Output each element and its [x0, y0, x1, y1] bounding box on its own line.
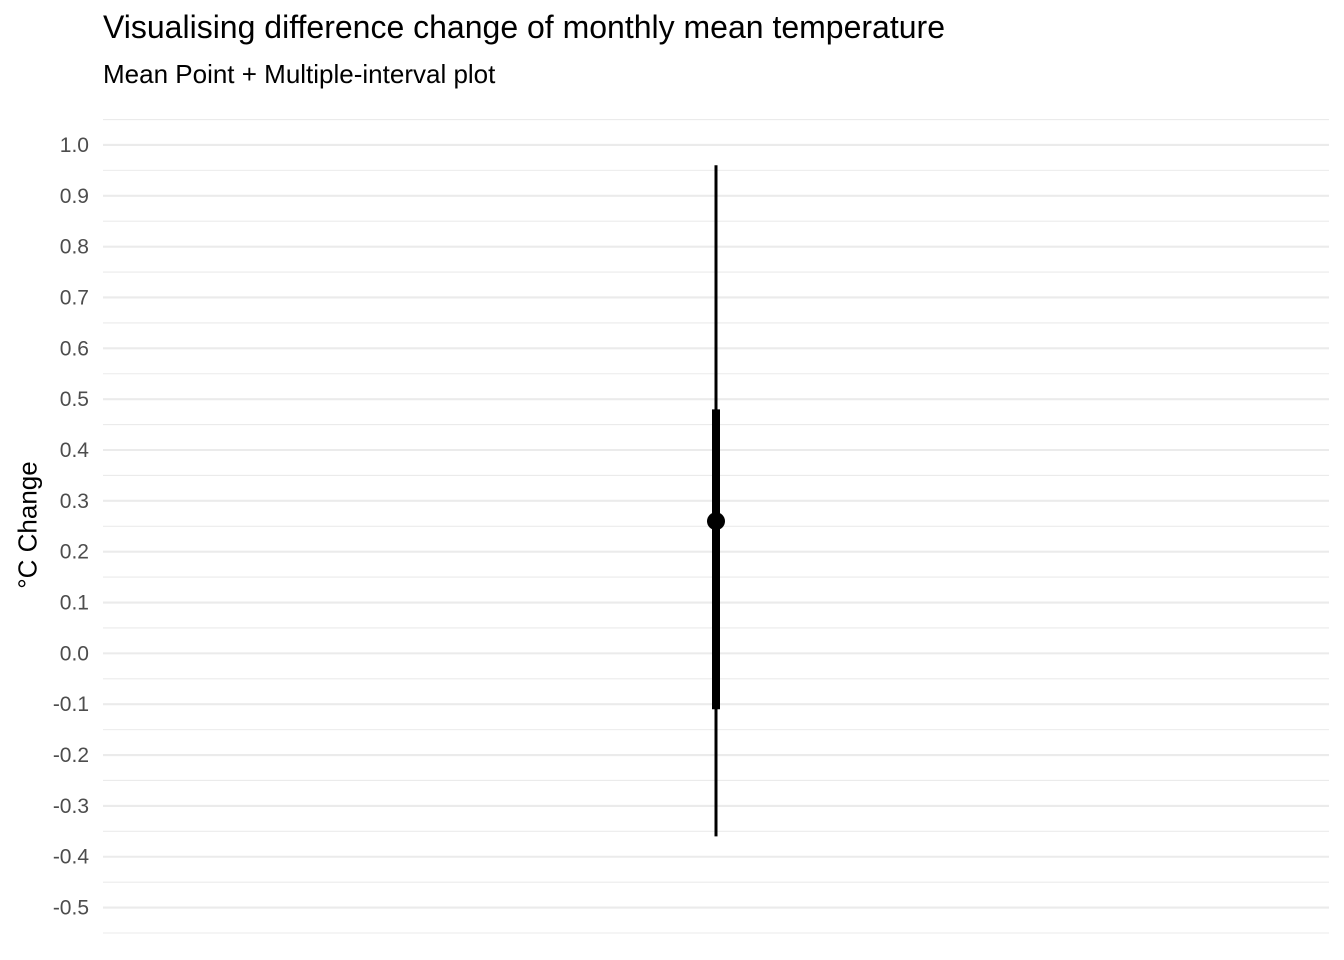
y-tick-label: 1.0 [60, 134, 89, 157]
y-tick-label: -0.3 [53, 795, 89, 818]
y-tick-label: 0.2 [60, 541, 89, 564]
y-tick-label: -0.2 [53, 744, 89, 767]
y-tick-label: -0.5 [53, 897, 89, 920]
y-tick-label: 0.6 [60, 337, 89, 360]
y-tick-label: -0.4 [53, 846, 90, 869]
y-tick-label: 0.3 [60, 490, 89, 513]
mean-point [707, 512, 725, 531]
interval-marks [707, 165, 725, 837]
y-tick-label: 0.1 [60, 592, 89, 615]
y-tick-label: 0.5 [60, 388, 89, 411]
y-tick-label: 0.0 [60, 642, 89, 665]
chart-title: Visualising difference change of monthly… [103, 9, 945, 45]
y-tick-label: 0.8 [60, 236, 89, 259]
y-tick-labels: 1.0 0.9 0.8 0.7 0.6 0.5 0.4 0.3 0.2 0.1 0.0 -0.1 -0.… [53, 134, 90, 920]
y-tick-label: 0.7 [60, 286, 89, 309]
y-tick-label: -0.1 [53, 693, 89, 716]
y-tick-label: 0.9 [60, 185, 89, 208]
y-tick-label: 0.4 [60, 439, 90, 462]
chart-subtitle: Mean Point + Multiple-interval plot [103, 59, 496, 89]
